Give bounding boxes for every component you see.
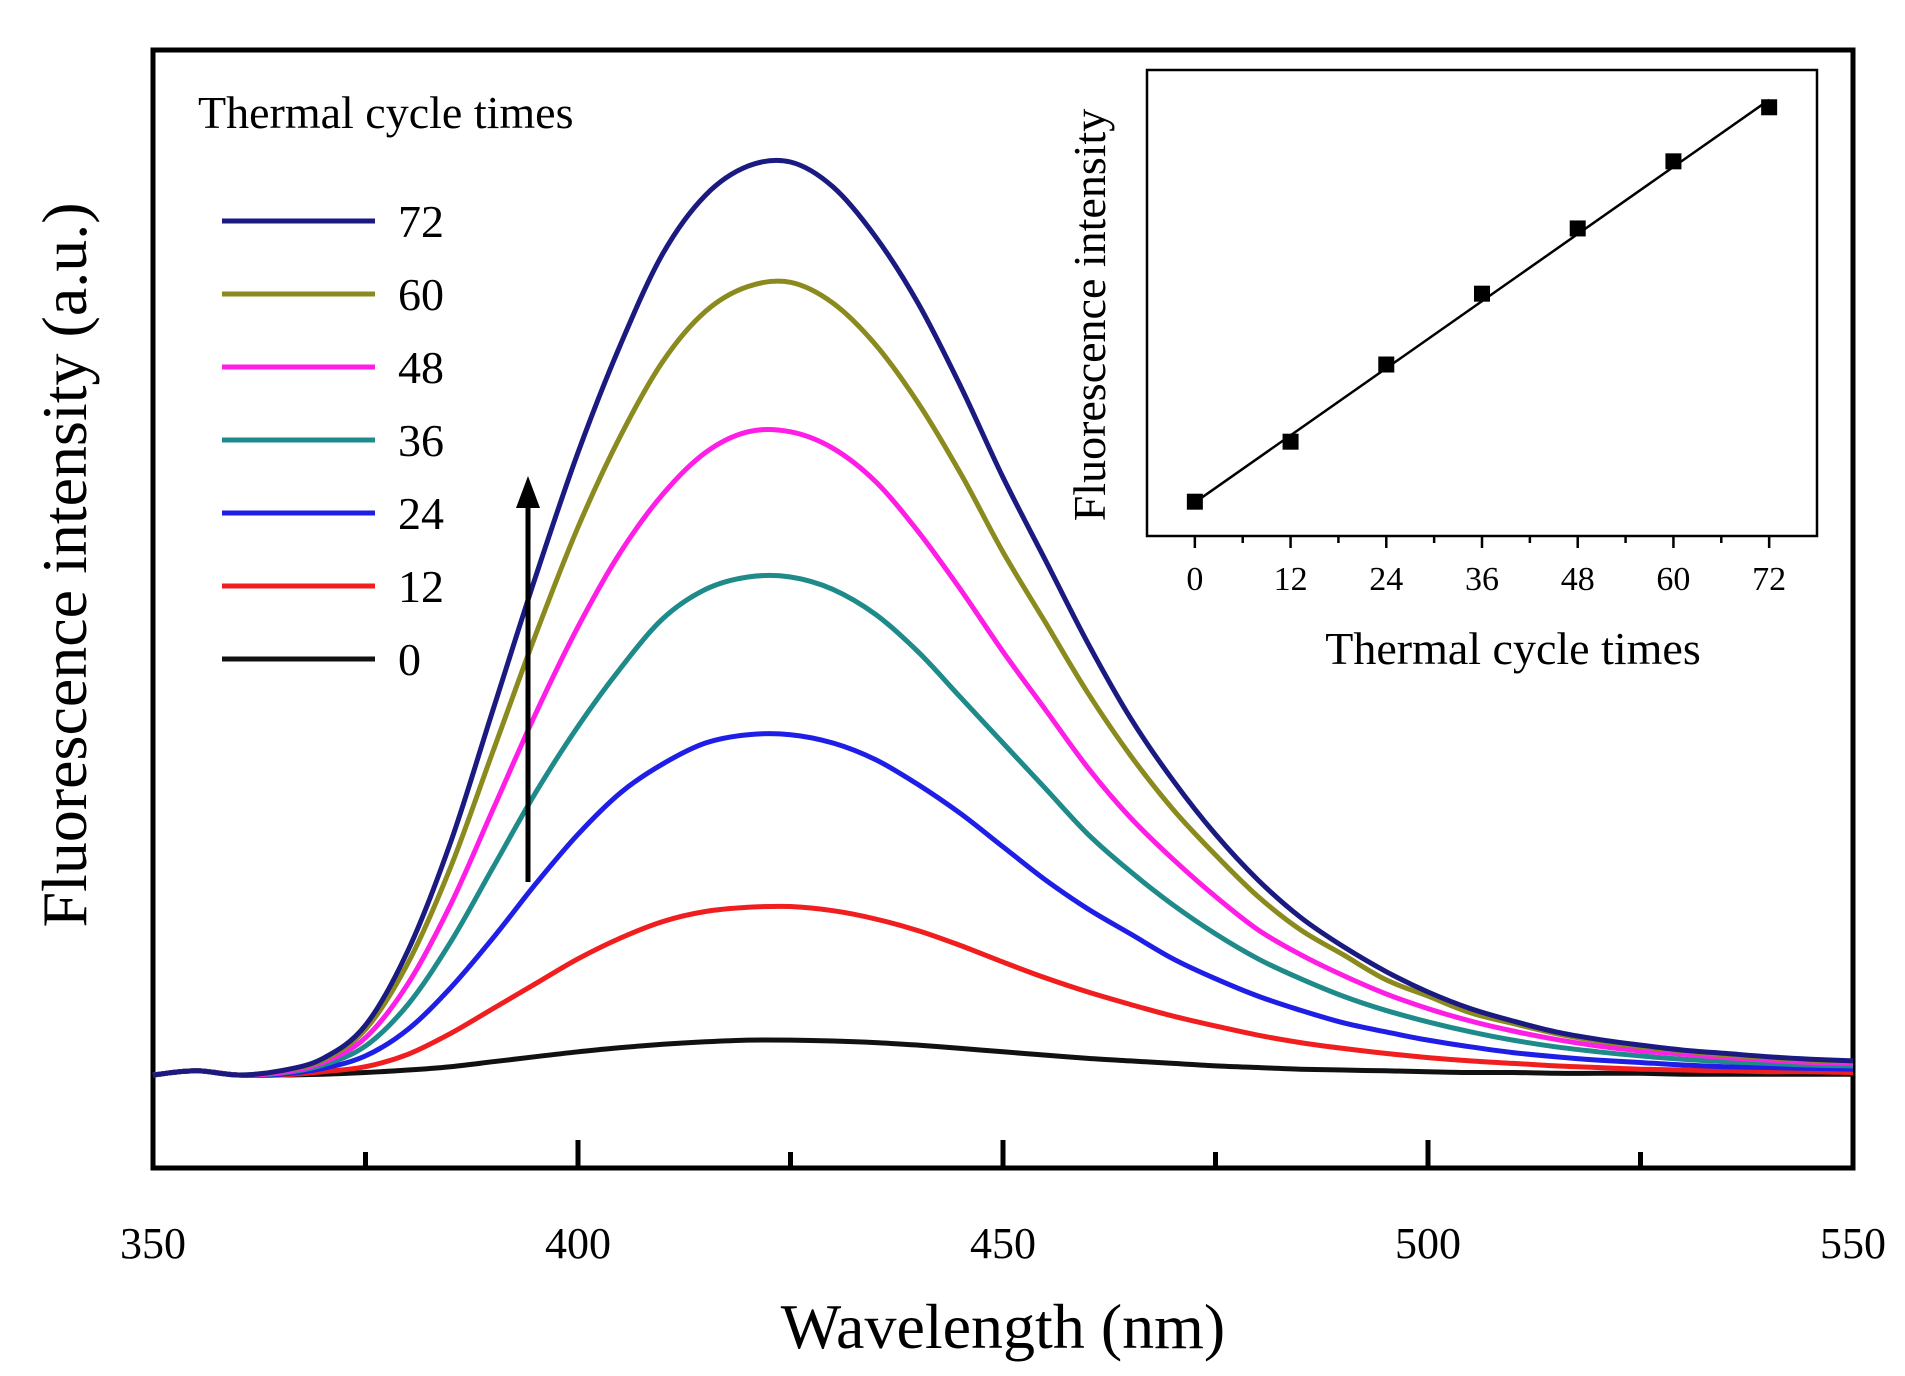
inset-x-tick-label: 72 <box>1752 561 1786 598</box>
main-x-tick-labels: 350 400 450 500 550 <box>120 1219 1886 1268</box>
inset-point-48 <box>1569 220 1586 237</box>
inset-x-axis-label: Thermal cycle times <box>1325 623 1701 674</box>
x-tick-label: 350 <box>120 1219 186 1268</box>
inset-x-ticks <box>1193 536 1771 548</box>
inset-x-tick-label: 12 <box>1274 561 1308 598</box>
legend-label-48: 48 <box>398 342 444 393</box>
inset-x-tick-labels: 0 12 24 36 48 60 72 <box>1186 561 1786 598</box>
x-tick-label: 550 <box>1820 1219 1886 1268</box>
inset-x-tick-label: 24 <box>1369 561 1403 598</box>
y-axis-label: Fluorescence intensity (a.u.) <box>29 202 100 927</box>
inset-point-0 <box>1186 493 1203 510</box>
legend: 72 60 48 36 24 12 0 <box>222 196 444 685</box>
inset-point-12 <box>1282 433 1299 450</box>
inset-y-axis-label: Fluorescence intensity <box>1064 109 1115 522</box>
legend-label-12: 12 <box>398 561 444 612</box>
legend-label-60: 60 <box>398 269 444 320</box>
x-tick-label: 400 <box>545 1219 611 1268</box>
x-axis-label: Wavelength (nm) <box>781 1291 1225 1362</box>
series-line-24 <box>152 731 1854 1078</box>
inset-point-24 <box>1378 356 1395 373</box>
trend-arrow <box>516 476 540 882</box>
inset-x-tick-label: 48 <box>1561 561 1595 598</box>
series-line-72 <box>152 157 1854 1078</box>
inset-points-group <box>1186 99 1778 510</box>
legend-title: Thermal cycle times <box>198 87 574 138</box>
x-tick-label: 500 <box>1395 1219 1461 1268</box>
legend-label-36: 36 <box>398 415 444 466</box>
series-line-0 <box>152 1037 1853 1078</box>
legend-label-72: 72 <box>398 196 444 247</box>
inset-x-tick-label: 60 <box>1656 561 1690 598</box>
inset-point-36 <box>1474 285 1490 302</box>
inset-point-60 <box>1665 153 1682 170</box>
legend-label-0: 0 <box>398 634 421 685</box>
series-line-48 <box>152 426 1854 1078</box>
series-line-36 <box>152 572 1854 1078</box>
legend-label-24: 24 <box>398 488 444 539</box>
main-series-group <box>152 157 1854 1078</box>
series-line-12 <box>152 903 1854 1078</box>
inset-point-72 <box>1761 99 1778 116</box>
main-x-ticks <box>363 1140 1643 1168</box>
x-tick-label: 450 <box>970 1219 1036 1268</box>
inset-x-tick-label: 36 <box>1465 561 1499 598</box>
inset-x-tick-label: 0 <box>1186 561 1203 598</box>
